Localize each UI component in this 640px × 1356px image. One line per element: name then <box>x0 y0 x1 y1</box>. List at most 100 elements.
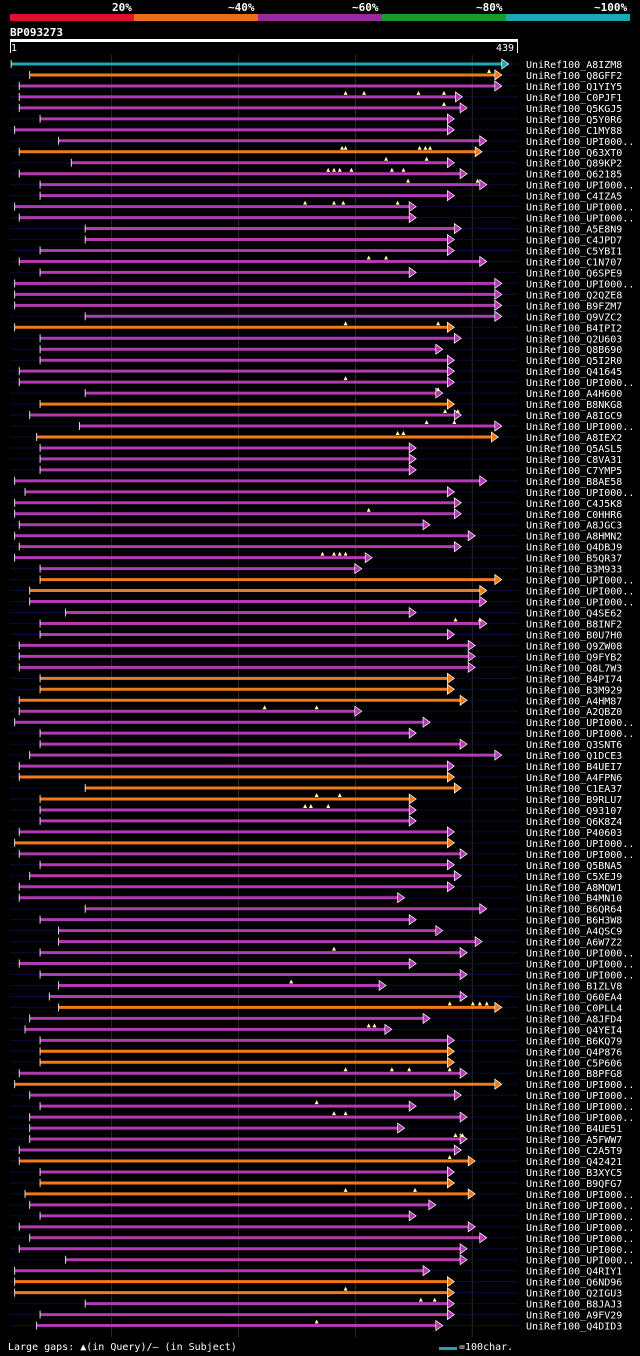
hit-label[interactable]: UniRef100_UPI000.. <box>526 279 634 290</box>
hit-label[interactable]: UniRef100_Q1DCE3 <box>526 751 622 762</box>
hit-label[interactable]: UniRef100_UPI000.. <box>526 422 634 433</box>
hit-label[interactable]: UniRef100_B6QR64 <box>526 905 622 916</box>
hit-label[interactable]: UniRef100_UPI000.. <box>526 214 634 225</box>
hit-label[interactable]: UniRef100_A6W7Z2 <box>526 938 622 949</box>
hit-label[interactable]: UniRef100_Q4YEI4 <box>526 1025 622 1036</box>
hit-label[interactable]: UniRef100_Q4SE62 <box>526 609 622 620</box>
hit-label[interactable]: UniRef100_Q5Y0R6 <box>526 115 622 126</box>
hit-label[interactable]: UniRef100_A5FWW7 <box>526 1135 622 1146</box>
hit-label[interactable]: UniRef100_Q2U603 <box>526 334 622 345</box>
hit-label[interactable]: UniRef100_Q1YIY5 <box>526 82 622 93</box>
hit-label[interactable]: UniRef100_UPI000.. <box>526 1080 634 1091</box>
hit-label[interactable]: UniRef100_Q3SNT6 <box>526 740 622 751</box>
hit-label[interactable]: UniRef100_A4HM87 <box>526 696 622 707</box>
hit-label[interactable]: UniRef100_Q62185 <box>526 170 622 181</box>
hit-label[interactable]: UniRef100_Q5I2R0 <box>526 356 622 367</box>
hit-label[interactable]: UniRef100_Q6SPE9 <box>526 268 622 279</box>
hit-label[interactable]: UniRef100_Q8GFF2 <box>526 71 622 82</box>
hit-label[interactable]: UniRef100_UPI000.. <box>526 949 634 960</box>
hit-label[interactable]: UniRef100_B8NKG8 <box>526 400 622 411</box>
hit-label[interactable]: UniRef100_C5P606 <box>526 1058 622 1069</box>
hit-label[interactable]: UniRef100_A8MQW1 <box>526 883 622 894</box>
hit-label[interactable]: UniRef100_A8IZM8 <box>526 60 622 71</box>
hit-label[interactable]: UniRef100_A4QSC9 <box>526 927 622 938</box>
hit-label[interactable]: UniRef100_UPI000.. <box>526 203 634 214</box>
hit-label[interactable]: UniRef100_B3M933 <box>526 565 622 576</box>
hit-label[interactable]: UniRef100_C4J5K8 <box>526 499 622 510</box>
hit-label[interactable]: UniRef100_C1N707 <box>526 257 622 268</box>
hit-label[interactable]: UniRef100_UPI000.. <box>526 378 634 389</box>
hit-label[interactable]: UniRef100_UPI000.. <box>526 1190 634 1201</box>
hit-label[interactable]: UniRef100_B4MN10 <box>526 894 622 905</box>
hit-label[interactable]: UniRef100_C1EA37 <box>526 784 622 795</box>
hit-label[interactable]: UniRef100_B0U7H0 <box>526 630 622 641</box>
hit-label[interactable]: UniRef100_Q9FYB2 <box>526 652 622 663</box>
hit-label[interactable]: UniRef100_Q5BNA5 <box>526 861 622 872</box>
hit-label[interactable]: UniRef100_UPI000.. <box>526 1091 634 1102</box>
hit-label[interactable]: UniRef100_C8VA31 <box>526 455 622 466</box>
hit-label[interactable]: UniRef100_UPI000.. <box>526 850 634 861</box>
hit-label[interactable]: UniRef100_B9QFG7 <box>526 1179 622 1190</box>
hit-label[interactable]: UniRef100_C5YBI1 <box>526 246 622 257</box>
hit-label[interactable]: UniRef100_C0PJF1 <box>526 93 622 104</box>
hit-label[interactable]: UniRef100_A4FPN6 <box>526 773 622 784</box>
hit-label[interactable]: UniRef100_A8IEX2 <box>526 433 622 444</box>
hit-label[interactable]: UniRef100_Q63XT0 <box>526 148 622 159</box>
hit-label[interactable]: UniRef100_UPI000.. <box>526 1256 634 1267</box>
hit-label[interactable]: UniRef100_Q60EA4 <box>526 992 622 1003</box>
hit-label[interactable]: UniRef100_Q2QZE8 <box>526 290 622 301</box>
hit-label[interactable]: UniRef100_B8JAJ3 <box>526 1300 622 1311</box>
hit-label[interactable]: UniRef100_UPI000.. <box>526 181 634 192</box>
hit-label[interactable]: UniRef100_UPI000.. <box>526 576 634 587</box>
hit-label[interactable]: UniRef100_UPI000.. <box>526 488 634 499</box>
hit-label[interactable]: UniRef100_UPI000.. <box>526 729 634 740</box>
hit-label[interactable]: UniRef100_A4H600 <box>526 389 622 400</box>
hit-label[interactable]: UniRef100_Q8L7W3 <box>526 663 622 674</box>
hit-label[interactable]: UniRef100_A8IGC9 <box>526 411 622 422</box>
hit-label[interactable]: UniRef100_B8INF2 <box>526 619 622 630</box>
hit-label[interactable]: UniRef100_UPI000.. <box>526 1245 634 1256</box>
hit-label[interactable]: UniRef100_C1MY88 <box>526 126 622 137</box>
hit-label[interactable]: UniRef100_UPI000.. <box>526 587 634 598</box>
hit-label[interactable]: UniRef100_B9FZM7 <box>526 301 622 312</box>
hit-label[interactable]: UniRef100_A9FV29 <box>526 1311 622 1322</box>
hit-label[interactable]: UniRef100_Q42421 <box>526 1157 622 1168</box>
hit-label[interactable]: UniRef100_UPI000.. <box>526 598 634 609</box>
hit-label[interactable]: UniRef100_UPI000.. <box>526 1234 634 1245</box>
hit-label[interactable]: UniRef100_UPI000.. <box>526 1223 634 1234</box>
hit-label[interactable]: UniRef100_Q9VZC2 <box>526 312 622 323</box>
hit-label[interactable]: UniRef100_B4PI74 <box>526 674 622 685</box>
hit-label[interactable]: UniRef100_Q5KGJ5 <box>526 104 622 115</box>
hit-label[interactable]: UniRef100_C7YMP5 <box>526 466 622 477</box>
hit-label[interactable]: UniRef100_B3XYC5 <box>526 1168 622 1179</box>
hit-label[interactable]: UniRef100_UPI000.. <box>526 137 634 148</box>
hit-label[interactable]: UniRef100_C0PLL4 <box>526 1003 622 1014</box>
hit-label[interactable]: UniRef100_B4UE51 <box>526 1124 622 1135</box>
hit-label[interactable]: UniRef100_B5QR37 <box>526 554 622 565</box>
hit-label[interactable]: UniRef100_P40603 <box>526 828 622 839</box>
hit-label[interactable]: UniRef100_Q5ASL5 <box>526 444 622 455</box>
hit-label[interactable]: UniRef100_C4JPD7 <box>526 236 622 247</box>
hit-label[interactable]: UniRef100_Q6K8Z4 <box>526 817 622 828</box>
hit-label[interactable]: UniRef100_B8AE58 <box>526 477 622 488</box>
hit-label[interactable]: UniRef100_B1ZLV8 <box>526 981 622 992</box>
hit-label[interactable]: UniRef100_UPI000.. <box>526 960 634 971</box>
hit-label[interactable]: UniRef100_UPI000.. <box>526 718 634 729</box>
hit-label[interactable]: UniRef100_Q4RIY1 <box>526 1267 622 1278</box>
hit-label[interactable]: UniRef100_A8JGC3 <box>526 521 622 532</box>
hit-label[interactable]: UniRef100_B3M929 <box>526 685 622 696</box>
hit-label[interactable]: UniRef100_Q9ZW08 <box>526 641 622 652</box>
hit-label[interactable]: UniRef100_A8HMN2 <box>526 532 622 543</box>
hit-label[interactable]: UniRef100_UPI000.. <box>526 971 634 982</box>
hit-label[interactable]: UniRef100_Q6ND96 <box>526 1278 622 1289</box>
hit-label[interactable]: UniRef100_Q2IGU3 <box>526 1289 622 1300</box>
hit-label[interactable]: UniRef100_UPI000.. <box>526 1113 634 1124</box>
hit-label[interactable]: UniRef100_Q4DBJ9 <box>526 543 622 554</box>
hit-label[interactable]: UniRef100_Q41645 <box>526 367 622 378</box>
hit-label[interactable]: UniRef100_A8JFD4 <box>526 1014 622 1025</box>
hit-label[interactable]: UniRef100_A2QBZ0 <box>526 707 622 718</box>
hit-label[interactable]: UniRef100_C4IZA5 <box>526 192 622 203</box>
hit-label[interactable]: UniRef100_B8PFG8 <box>526 1069 622 1080</box>
hit-label[interactable]: UniRef100_Q89KP2 <box>526 159 622 170</box>
hit-label[interactable]: UniRef100_Q93107 <box>526 806 622 817</box>
